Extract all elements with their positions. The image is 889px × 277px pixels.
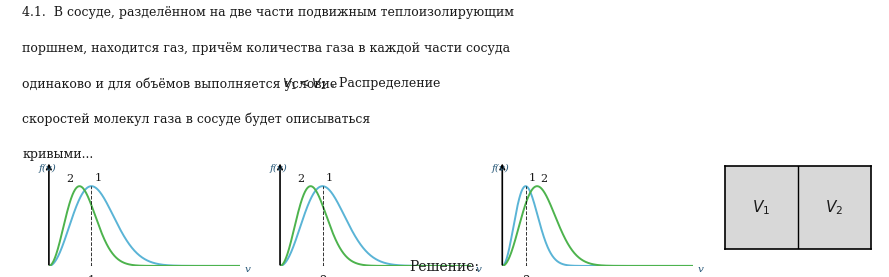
Text: f(v): f(v) <box>269 164 287 173</box>
Text: 3: 3 <box>522 275 529 277</box>
Text: 2: 2 <box>319 275 326 277</box>
Text: одинаково и для объёмов выполняется условие: одинаково и для объёмов выполняется усло… <box>22 77 346 91</box>
Text: f(v): f(v) <box>38 164 56 173</box>
Text: Решение:: Решение: <box>410 260 479 274</box>
Text: кривыми...: кривыми... <box>22 148 93 161</box>
Text: 1: 1 <box>326 173 333 183</box>
Text: 1: 1 <box>95 173 102 183</box>
Text: f(v): f(v) <box>492 164 509 173</box>
Text: $V_1$: $V_1$ <box>752 198 770 217</box>
Text: . Распределение: . Распределение <box>331 77 441 90</box>
Text: v: v <box>698 265 703 273</box>
Text: 1: 1 <box>528 173 535 183</box>
Text: поршнем, находится газ, причём количества газа в каждой части сосуда: поршнем, находится газ, причём количеств… <box>22 42 510 55</box>
Text: 2: 2 <box>66 174 73 184</box>
Text: v: v <box>476 265 481 273</box>
Text: 1: 1 <box>88 275 95 277</box>
Text: 4.1.  В сосуде, разделённом на две части подвижным теплоизолирующим: 4.1. В сосуде, разделённом на две части … <box>22 6 514 19</box>
Text: 2: 2 <box>541 174 548 184</box>
Text: $V_1 < V_2$: $V_1 < V_2$ <box>283 77 327 92</box>
Text: $V_2$: $V_2$ <box>826 198 844 217</box>
Text: v: v <box>244 265 250 273</box>
Text: скоростей молекул газа в сосуде будет описываться: скоростей молекул газа в сосуде будет оп… <box>22 112 371 126</box>
Text: 2: 2 <box>297 174 304 184</box>
